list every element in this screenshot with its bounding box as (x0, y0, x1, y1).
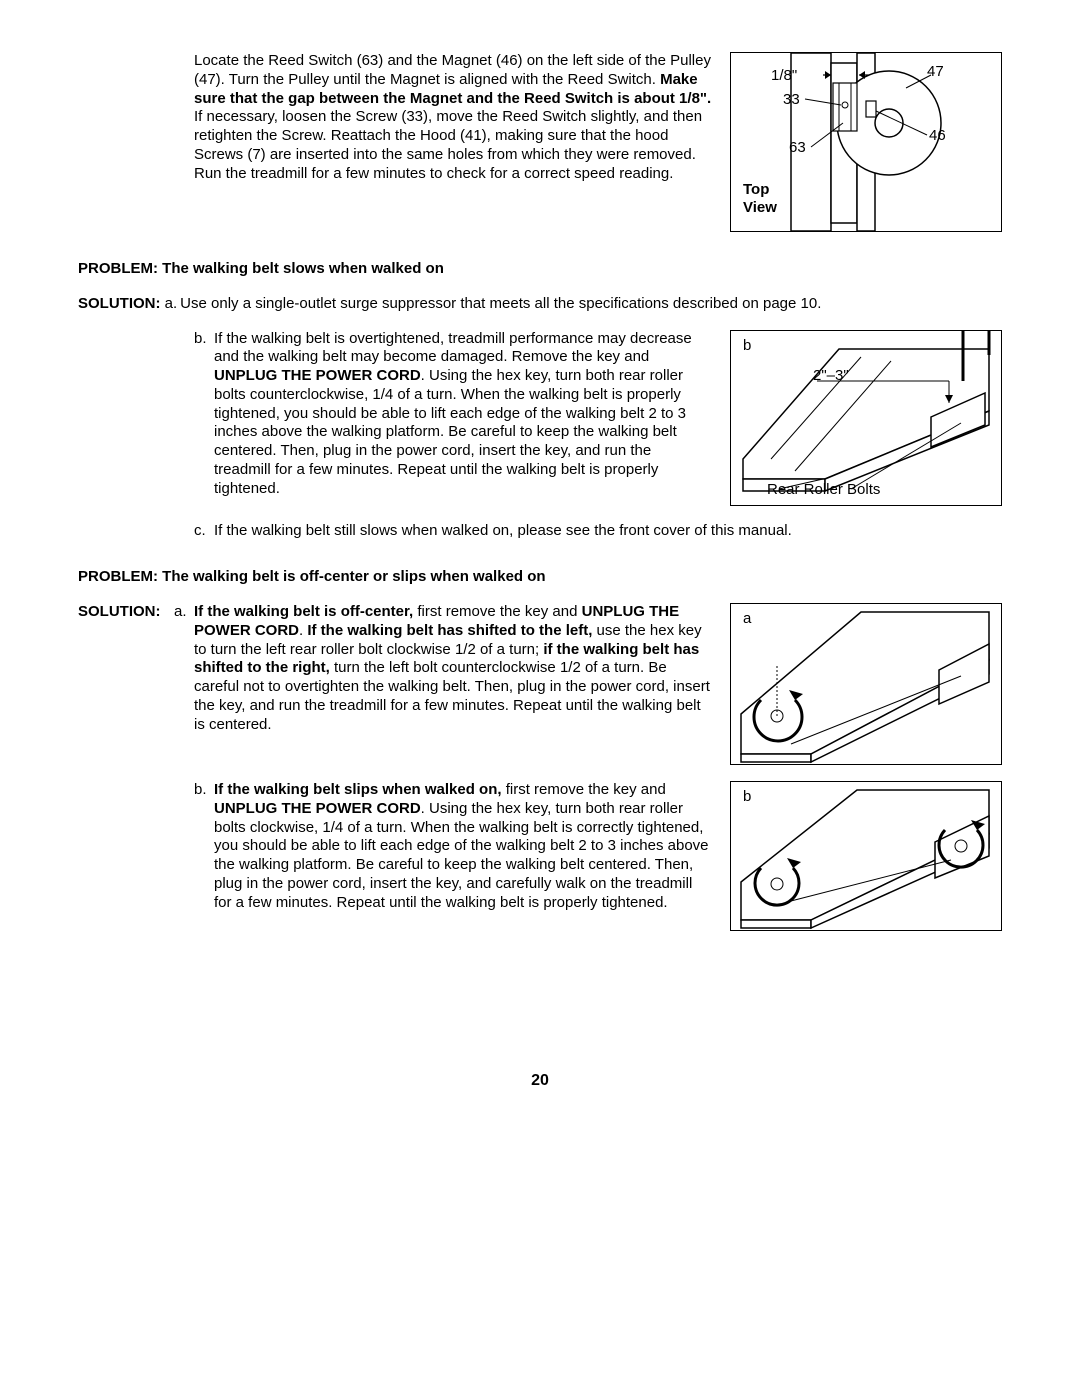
fig1-label-47: 47 (927, 63, 944, 82)
section1-paragraph: Locate the Reed Switch (63) and the Magn… (194, 52, 712, 183)
fig1-label-63: 63 (789, 139, 806, 158)
fig1-label-top: Top (743, 181, 769, 200)
figure-slips: b (730, 781, 1002, 931)
section-reed-switch: Locate the Reed Switch (63) and the Magn… (78, 52, 1002, 232)
problem1-b-post: . Using the hex key, turn both rear roll… (214, 367, 686, 497)
section1-text-b: If necessary, loosen the Screw (33), mov… (194, 108, 702, 181)
problem1-b-pre: If the walking belt is overtightened, tr… (214, 330, 692, 366)
figure-offcenter: a (730, 603, 1002, 765)
problem1-a-text: a. Use only a single-outlet surge suppre… (165, 295, 822, 312)
problem2-a-marker: a. (174, 603, 194, 734)
page-number: 20 (78, 1071, 1002, 1091)
problem1-b-body: If the walking belt is overtightened, tr… (214, 330, 712, 499)
fig3-tag: a (743, 610, 751, 629)
problem1-b-marker: b. (194, 330, 214, 499)
problem2-b-col: b. If the walking belt slips when walked… (78, 781, 730, 912)
fig1-label-view: View (743, 199, 777, 218)
fig1-label-33: 33 (783, 91, 800, 110)
problem2-a-col: SOLUTION: a. If the walking belt is off-… (78, 603, 730, 734)
problem1-c-item: c. If the walking belt still slows when … (194, 522, 1002, 541)
problem1-solution-a: SOLUTION: a. Use only a single-outlet su… (78, 295, 1002, 314)
p2a-t2: first remove the key and (413, 603, 581, 620)
problem1-b-col: b. If the walking belt is overtightened,… (78, 330, 730, 499)
figure-slips-svg (731, 782, 1001, 930)
fig1-label-gap: 1/8" (771, 67, 797, 86)
problem2-a-body: If the walking belt is off-center, first… (194, 603, 712, 734)
figure-rear-roller: b 2"–3" Rear Roller Bolts (730, 330, 1002, 506)
problem2-b-item: b. If the walking belt slips when walked… (194, 781, 712, 912)
fig1-label-46: 46 (929, 127, 946, 146)
figure-offcenter-svg (731, 604, 1001, 764)
figure-rear-roller-svg (731, 331, 1001, 505)
p2a-t1: If the walking belt is off-center, (194, 603, 413, 620)
problem1-c-marker: c. (194, 522, 214, 541)
fig4-tag: b (743, 788, 751, 807)
problem2-a-item: a. If the walking belt is off-center, fi… (174, 603, 712, 734)
problem2-a-row: SOLUTION: a. If the walking belt is off-… (78, 603, 1002, 765)
problem2-b-row: b. If the walking belt slips when walked… (78, 781, 1002, 931)
problem1-heading: PROBLEM: The walking belt slows when wal… (78, 260, 1002, 279)
section1-text-a: Locate the Reed Switch (63) and the Magn… (194, 52, 711, 88)
problem2-heading: PROBLEM: The walking belt is off-center … (78, 568, 1002, 587)
problem2-a-line: SOLUTION: a. If the walking belt is off-… (78, 603, 712, 734)
p2b-t1: If the walking belt slips when walked on… (214, 781, 502, 798)
solution-label: SOLUTION: (78, 295, 161, 312)
figure-top-view: 1/8" 47 33 63 46 Top View (730, 52, 1002, 232)
problem1-b-row: b. If the walking belt is overtightened,… (78, 330, 1002, 506)
solution-label-2: SOLUTION: (78, 603, 161, 620)
section1-text: Locate the Reed Switch (63) and the Magn… (194, 52, 730, 183)
problem2-b-body: If the walking belt slips when walked on… (214, 781, 712, 912)
solution-label-wrap: SOLUTION: (78, 603, 174, 734)
problem2-b-marker: b. (194, 781, 214, 912)
problem1-b-item: b. If the walking belt is overtightened,… (194, 330, 712, 499)
fig2-caption: Rear Roller Bolts (767, 481, 880, 500)
p2b-t2: first remove the key and (502, 781, 666, 798)
p2b-t3: UNPLUG THE POWER CORD (214, 800, 421, 817)
p2a-t5: If the walking belt has shifted to the l… (307, 622, 592, 639)
problem1-b-bold: UNPLUG THE POWER CORD (214, 367, 421, 384)
fig2-range: 2"–3" (813, 367, 849, 386)
problem1-c-text: If the walking belt still slows when wal… (214, 522, 1002, 541)
fig2-tag: b (743, 337, 751, 356)
